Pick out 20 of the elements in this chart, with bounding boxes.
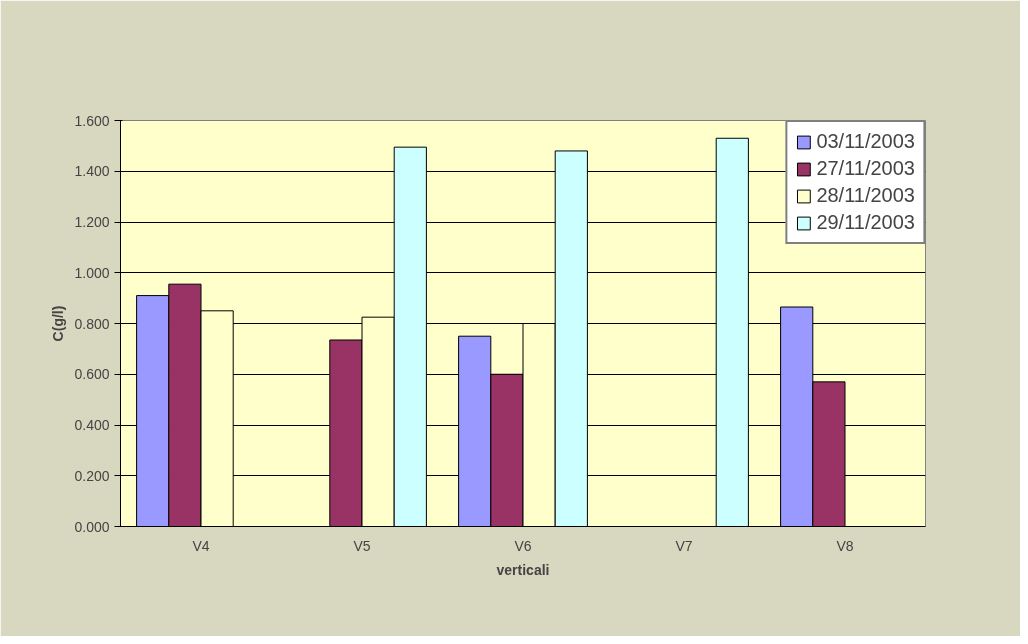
legend-label: 03/11/2003 bbox=[816, 130, 915, 153]
x-tick-label: V8 bbox=[836, 537, 854, 554]
legend-label: 28/11/2003 bbox=[816, 184, 915, 207]
x-tick-label: V5 bbox=[353, 537, 371, 554]
y-tick-label: 0.600 bbox=[74, 366, 110, 383]
y-tick-label: 1.600 bbox=[74, 112, 110, 129]
x-axis-title: verticali bbox=[496, 561, 550, 578]
x-tick-label: V6 bbox=[514, 537, 532, 554]
y-tick-label: 0.000 bbox=[74, 518, 110, 535]
x-tick-label: V7 bbox=[675, 537, 693, 554]
y-tick-label: 1.200 bbox=[74, 214, 110, 230]
legend-label: 29/11/2003 bbox=[816, 211, 915, 234]
y-tick-label: 1.400 bbox=[74, 163, 110, 180]
y-tick-label: 0.400 bbox=[74, 417, 110, 433]
y-tick-label: 1.000 bbox=[74, 264, 110, 281]
x-tick-label: V4 bbox=[192, 537, 210, 554]
y-tick-label: 0.200 bbox=[74, 467, 110, 484]
y-tick-label: 0.800 bbox=[74, 315, 110, 332]
legend-label: 27/11/2003 bbox=[816, 157, 915, 180]
y-axis-title: C(g/l) bbox=[50, 305, 67, 342]
